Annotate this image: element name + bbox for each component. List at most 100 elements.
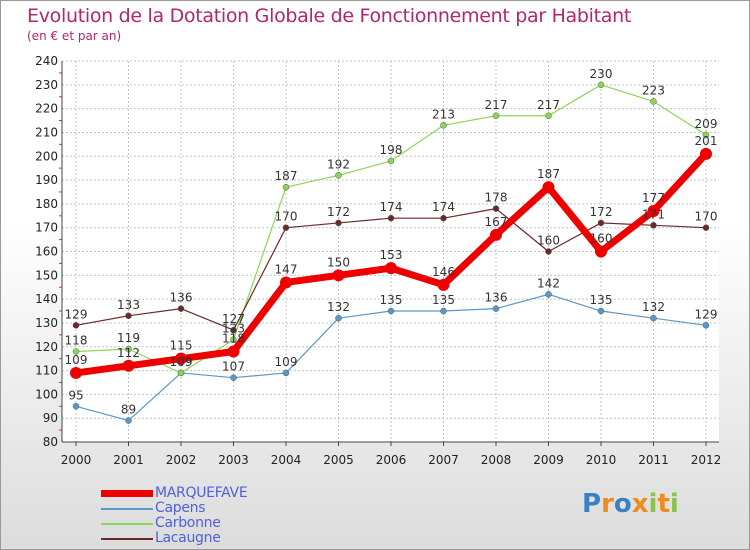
data-point-carbonne [125,345,132,353]
data-point-capens [545,291,552,298]
y-tick-label: 160 [35,245,58,259]
data-label-carbonne: 192 [327,157,350,171]
data-label-marquefave: 201 [695,134,718,148]
y-tick-label: 100 [35,387,58,401]
data-label-carbonne: 213 [432,107,455,121]
data-point-capens [440,307,447,315]
x-tick-label: 2005 [323,453,354,467]
data-point-carbonne [177,369,185,377]
data-label-marquefave: 167 [485,215,508,229]
x-tick-label: 2007 [428,453,459,467]
data-label-lacaugne: 172 [590,205,613,219]
y-tick-label: 240 [35,54,58,68]
data-label-capens: 132 [327,300,350,314]
y-tick-label: 190 [35,173,58,187]
data-label-lacaugne: 174 [380,200,403,214]
legend-label: Carbonne [155,515,221,531]
data-label-capens: 109 [170,355,193,369]
x-tick-label: 2004 [271,453,302,467]
y-tick-label: 200 [35,149,58,163]
y-tick-label: 120 [35,340,58,354]
data-label-capens: 89 [121,403,136,417]
data-point-carbonne [492,112,500,120]
data-point-carbonne [335,172,342,179]
data-point-lacaugne [387,214,395,222]
legend-label: Capens [155,500,206,516]
data-point-carbonne [72,348,80,355]
x-tick-label: 2011 [638,453,669,467]
data-label-capens: 142 [537,276,560,290]
data-point-marquefave [437,278,450,291]
x-tick-label: 2010 [586,453,617,467]
data-label-carbonne: 230 [590,67,613,81]
data-point-capens [72,403,80,410]
data-point-marquefave [595,245,607,258]
data-point-lacaugne [492,205,500,212]
y-tick-label: 180 [35,197,58,211]
data-point-capens [597,307,605,315]
data-label-carbonne: 118 [65,334,88,348]
data-point-carbonne [282,183,290,191]
x-tick-label: 2008 [481,453,512,467]
y-tick-label: 220 [35,102,58,116]
data-label-carbonne: 187 [275,169,298,183]
data-label-marquefave: 115 [170,339,193,353]
logo-letter: x [631,489,649,519]
data-label-carbonne: 209 [695,117,718,131]
y-tick-label: 90 [43,411,58,425]
x-tick-label: 2012 [691,453,722,467]
data-point-marquefave [542,181,555,194]
data-label-lacaugne: 172 [327,205,350,219]
data-label-carbonne: 123 [222,322,245,336]
data-point-marquefave [175,352,187,365]
logo-letter: P [582,489,602,519]
data-point-lacaugne [230,326,237,334]
data-point-marquefave [385,262,397,275]
data-point-carbonne [597,81,605,89]
legend-swatch [101,507,153,510]
data-point-capens [230,374,237,381]
legend-swatch [101,490,153,497]
data-point-lacaugne [597,219,605,227]
data-point-carbonne [440,122,447,129]
data-label-capens: 135 [432,293,455,307]
data-point-capens [650,314,657,322]
data-label-marquefave: 153 [380,248,403,262]
data-point-marquefave [490,228,502,241]
data-point-lacaugne [335,219,342,227]
x-tick-label: 2009 [533,453,564,467]
data-point-capens [492,305,500,312]
y-tick-label: 140 [35,292,58,306]
data-point-marquefave [122,359,135,372]
data-label-capens: 132 [642,300,665,314]
legend-label: MARQUEFAVE [155,485,248,501]
data-label-capens: 135 [380,293,403,307]
chart-title: Evolution de la Dotation Globale de Fonc… [27,5,632,27]
data-point-lacaugne [282,224,290,231]
data-label-lacaugne: 171 [642,207,665,221]
y-tick-label: 210 [35,125,58,139]
data-label-lacaugne: 178 [485,191,508,205]
data-label-marquefave: 118 [222,332,245,346]
proxiti-logo: Proxiti [582,489,679,519]
data-point-lacaugne [702,224,710,231]
data-point-marquefave [700,147,712,160]
data-point-lacaugne [72,322,80,329]
data-label-carbonne: 217 [485,98,508,112]
data-label-capens: 136 [485,291,508,305]
data-label-marquefave: 177 [642,191,665,205]
data-label-carbonne: 119 [117,331,140,345]
data-point-marquefave [227,345,240,358]
data-label-carbonne: 109 [170,355,193,369]
data-label-carbonne: 217 [537,98,560,112]
data-label-marquefave: 146 [432,265,455,279]
logo-letter: i [648,489,658,519]
data-label-marquefave: 109 [65,353,88,367]
data-point-lacaugne [177,305,185,312]
data-point-capens [387,307,395,315]
data-point-marquefave [280,276,292,289]
data-label-lacaugne: 133 [117,298,140,312]
data-label-marquefave: 160 [590,232,613,246]
data-point-carbonne [545,112,552,120]
